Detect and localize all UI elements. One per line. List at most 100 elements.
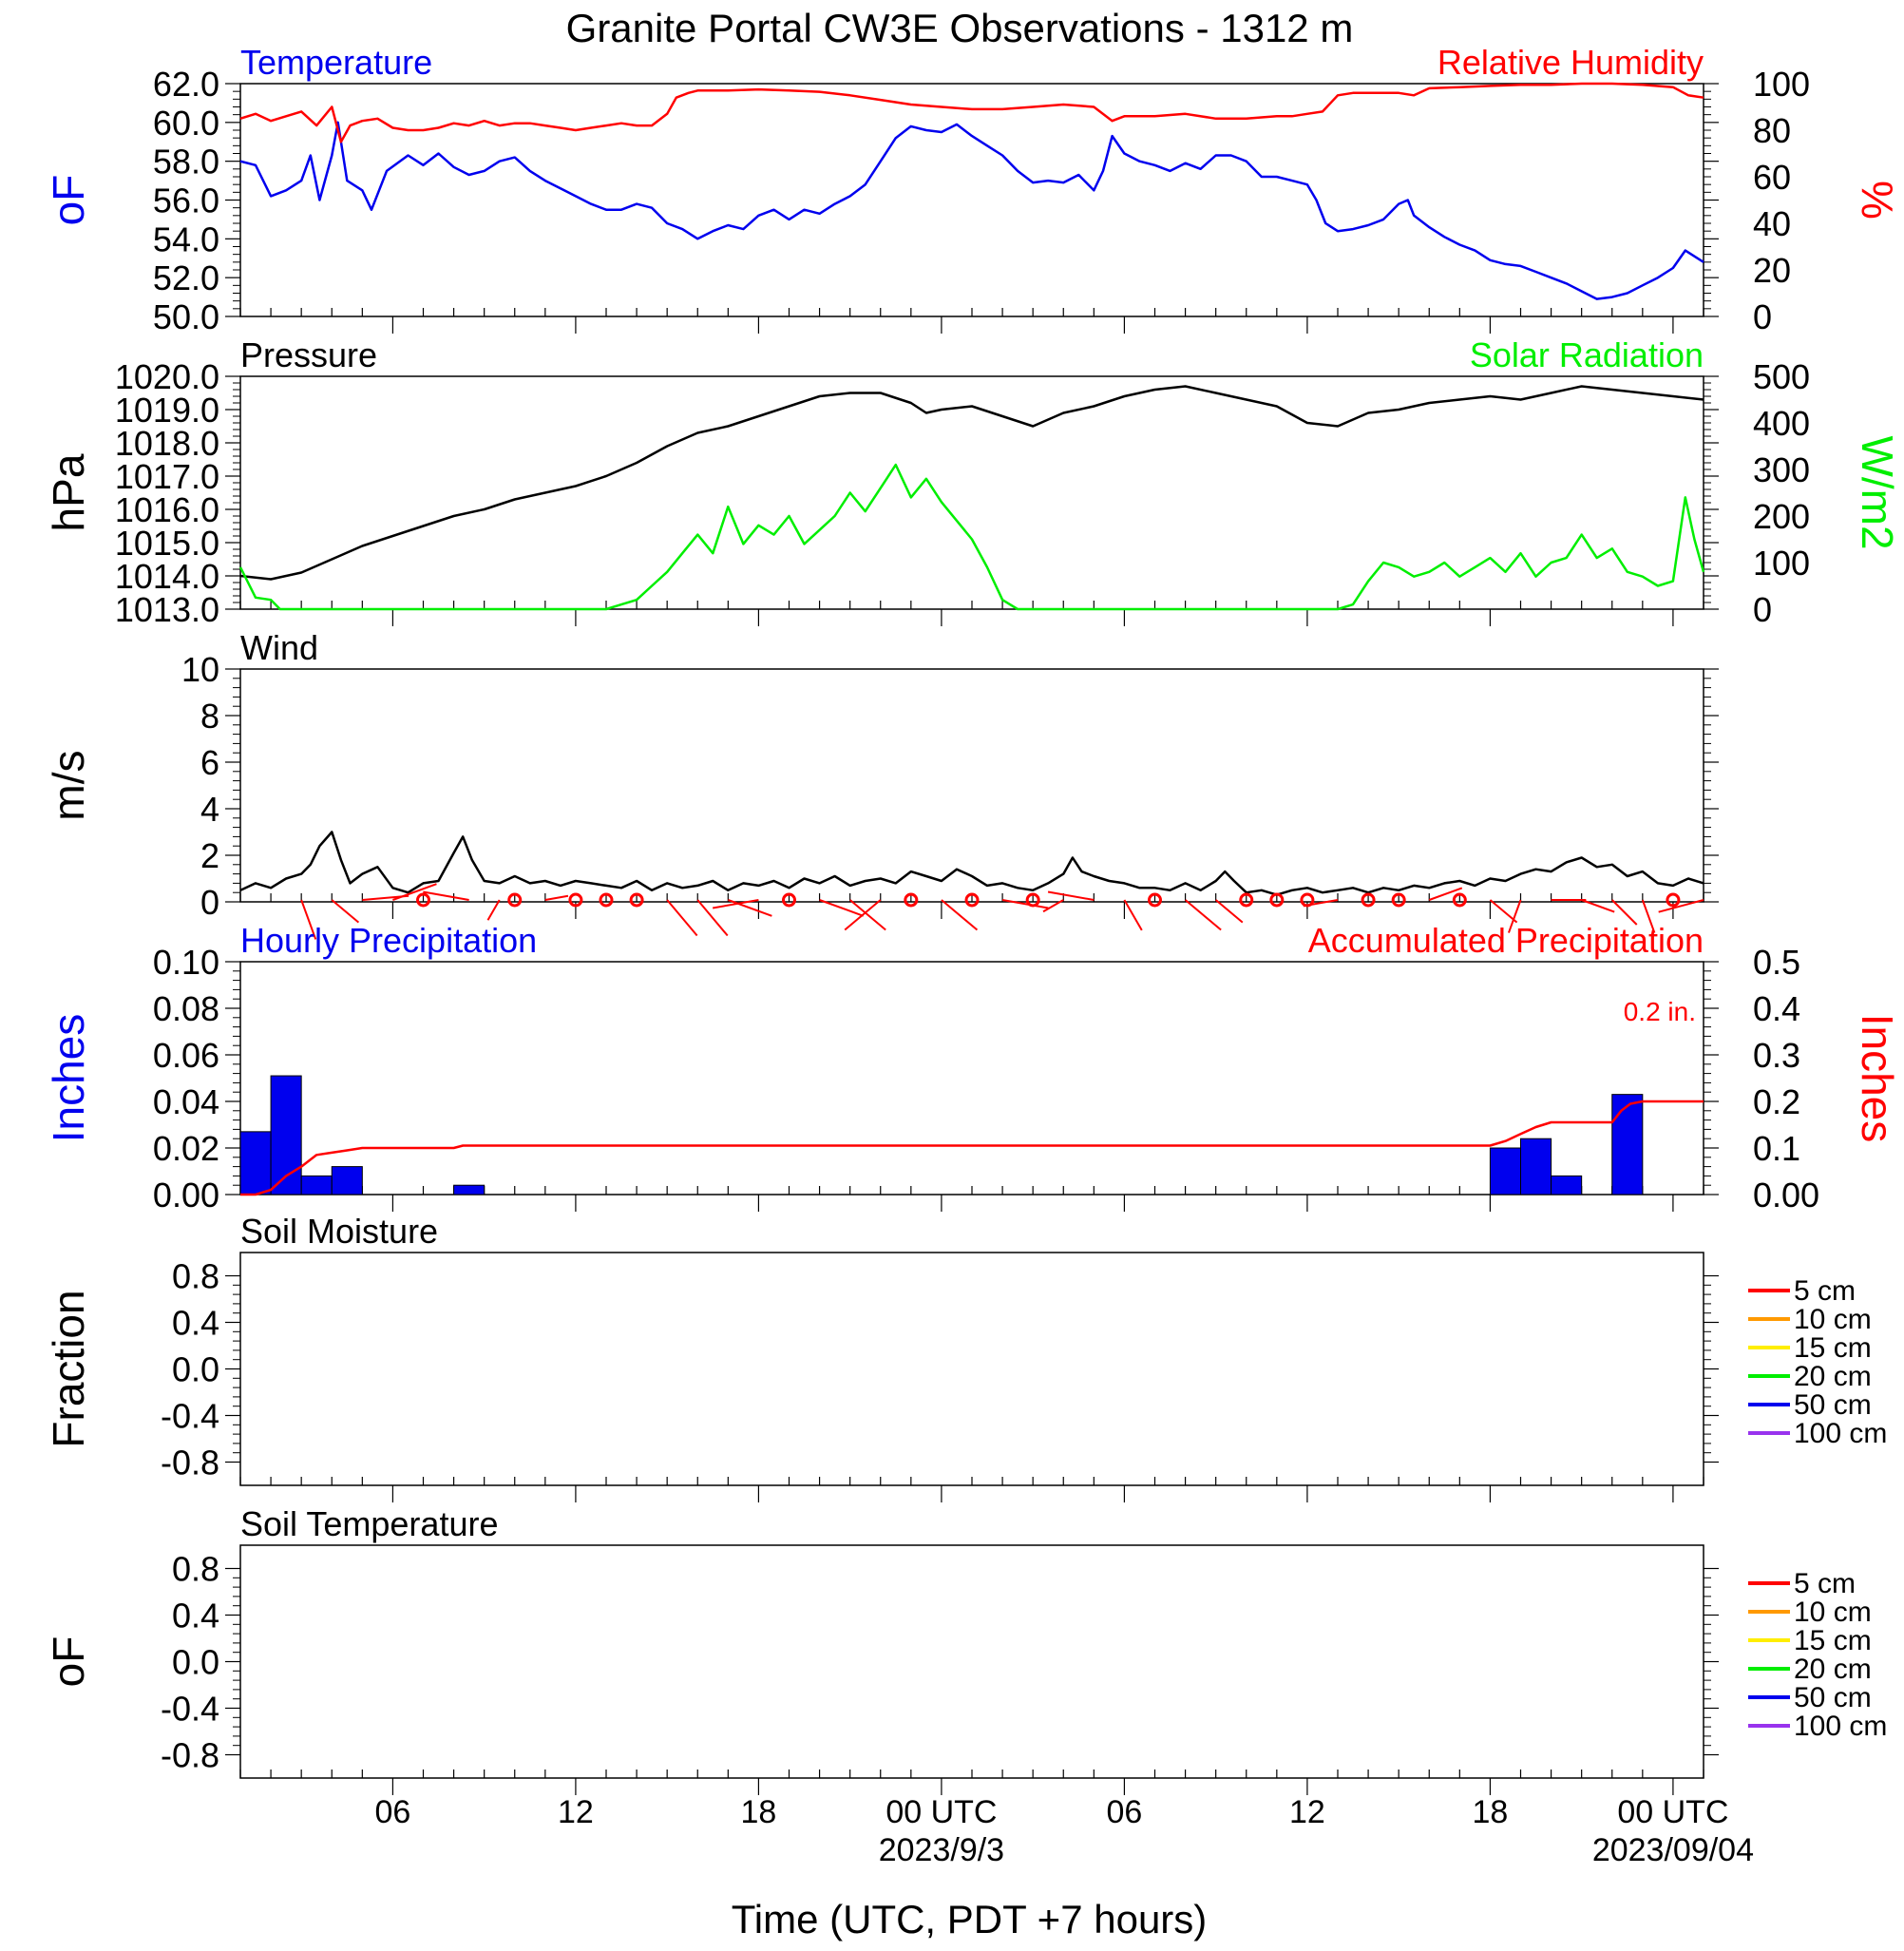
y-tick-label-right: 0.5 (1753, 943, 1800, 982)
wind-barb (666, 899, 698, 937)
y-axis-label-left: Fraction (44, 1290, 93, 1447)
wind-calm-marker (1148, 892, 1162, 908)
wind-barb (423, 890, 469, 901)
legend-label: 20 cm (1794, 1654, 1872, 1685)
y-tick-label-left: 1019.0 (115, 391, 219, 430)
wind-barb (1581, 899, 1615, 913)
wind-calm-marker (1391, 892, 1406, 908)
legend-label: 15 cm (1794, 1625, 1872, 1656)
legend-label: 100 cm (1794, 1711, 1887, 1742)
wind-barb (1658, 899, 1704, 913)
y-tick-label-left: 1013.0 (115, 590, 219, 629)
y-tick-label-left: 2 (200, 836, 219, 875)
y-tick-label-right: 100 (1753, 544, 1810, 583)
precip-bar (1520, 1138, 1552, 1195)
wind-calm-marker (1361, 892, 1376, 908)
y-axis-label-left: Inches (44, 1014, 93, 1143)
y-tick-label-left: -0.8 (161, 1736, 219, 1775)
panel-soil_moisture: -0.8 -0.4 0.0 0.4 0.8 Soil Moisture Fraction 5 … (44, 1212, 1887, 1502)
y-tick-label-left: 0.04 (153, 1082, 219, 1121)
y-axis-label-left: oF (44, 1636, 93, 1688)
x-axis-label: Time (UTC, PDT +7 hours) (732, 1897, 1208, 1941)
x-tick-label: 06 (375, 1794, 411, 1830)
x-tick-label: 00 UTC (1617, 1794, 1728, 1830)
chart-title: Granite Portal CW3E Observations - 1312 … (566, 6, 1354, 50)
wind-calm-marker (904, 892, 919, 908)
y-tick-label-left: 58.0 (153, 143, 219, 182)
wind-barb (1123, 899, 1143, 931)
y-tick-label-left: 1018.0 (115, 424, 219, 463)
y-tick-label-left: 6 (200, 743, 219, 782)
y-axis-label-left: hPa (44, 453, 93, 531)
x-tick-label: 12 (1289, 1794, 1325, 1830)
wind-barb (1641, 899, 1656, 933)
y-tick-label-left: 1017.0 (115, 457, 219, 496)
wind-barb (1001, 899, 1049, 909)
wind-calm-marker (1025, 892, 1040, 908)
wind-calm-marker (964, 892, 980, 908)
wind-barb (392, 883, 437, 901)
x-tick-date-label: 2023/09/04 (1592, 1832, 1754, 1868)
y-tick-label-right: 0.00 (1753, 1176, 1819, 1215)
y-tick-label-right: 400 (1753, 404, 1810, 443)
y-tick-label-right: 300 (1753, 450, 1810, 489)
precip-total-annotation: 0.2 in. (1624, 997, 1696, 1026)
x-tick-label: 12 (558, 1794, 594, 1830)
y-tick-label-left: 0 (200, 883, 219, 922)
x-tick-date-label: 2023/9/3 (879, 1832, 1004, 1868)
y-tick-label-left: 1015.0 (115, 524, 219, 563)
panel-wind: 0 2 4 6 8 10 Wind m/s (44, 628, 1719, 940)
wind-barb (544, 894, 569, 901)
y-tick-label-right: 0.1 (1753, 1129, 1800, 1168)
x-tick-label: 00 UTC (885, 1794, 997, 1830)
y-tick-label-left: 50.0 (153, 297, 219, 336)
wind-calm-marker (1239, 892, 1254, 908)
wind-barb (696, 899, 729, 937)
wind-barb (1489, 899, 1518, 924)
y-axis-label-right: W/m2 (1853, 435, 1902, 549)
legend-label: 50 cm (1794, 1389, 1872, 1421)
y-tick-label-left: 0.08 (153, 989, 219, 1028)
y-tick-label-left: 56.0 (153, 182, 219, 220)
y-tick-label-left: 0.02 (153, 1129, 219, 1168)
y-tick-label-left: 1014.0 (115, 557, 219, 596)
y-tick-label-right: 200 (1753, 497, 1810, 536)
y-tick-label-left: 0.8 (172, 1257, 219, 1296)
wind-calm-marker (416, 892, 430, 908)
y-tick-label-left: 0.4 (172, 1597, 219, 1635)
legend-label: 5 cm (1794, 1275, 1856, 1307)
legend-label: 20 cm (1794, 1361, 1872, 1392)
wind-barb (300, 899, 317, 940)
y-tick-label-right: 0 (1753, 590, 1772, 629)
panel-frame (239, 668, 1704, 903)
y-tick-label-left: 0.10 (153, 943, 219, 982)
wind-barb (727, 899, 772, 917)
panel-title-right: Solar Radiation (1470, 335, 1704, 374)
legend-label: 10 cm (1794, 1304, 1872, 1335)
y-axis-label-right: % (1853, 181, 1902, 220)
precip-bar (1551, 1175, 1583, 1195)
wind-calm-marker (1269, 892, 1285, 908)
y-tick-label-right: 100 (1753, 65, 1810, 104)
x-tick-label: 18 (741, 1794, 777, 1830)
y-tick-label-left: -0.8 (161, 1444, 219, 1482)
panel-frame (239, 375, 1704, 610)
wind-calm-marker (782, 892, 796, 908)
y-tick-label-left: 0.0 (172, 1643, 219, 1682)
wind-barb (1611, 899, 1638, 926)
y-tick-label-left: 0.06 (153, 1036, 219, 1075)
legend-label: 50 cm (1794, 1682, 1872, 1713)
y-tick-label-left: 8 (200, 697, 219, 736)
wind-calm-marker (599, 892, 614, 908)
panel-frame (239, 83, 1704, 317)
panel-title-right: Accumulated Precipitation (1308, 921, 1704, 960)
wind-barb (1303, 899, 1339, 908)
y-tick-label-left: -0.4 (161, 1397, 219, 1436)
y-tick-label-left: 0.4 (172, 1304, 219, 1343)
y-tick-label-left: 4 (200, 790, 219, 829)
precip-bar (1489, 1147, 1521, 1195)
panel-frame (239, 1544, 1704, 1779)
precip-bar (453, 1184, 486, 1195)
